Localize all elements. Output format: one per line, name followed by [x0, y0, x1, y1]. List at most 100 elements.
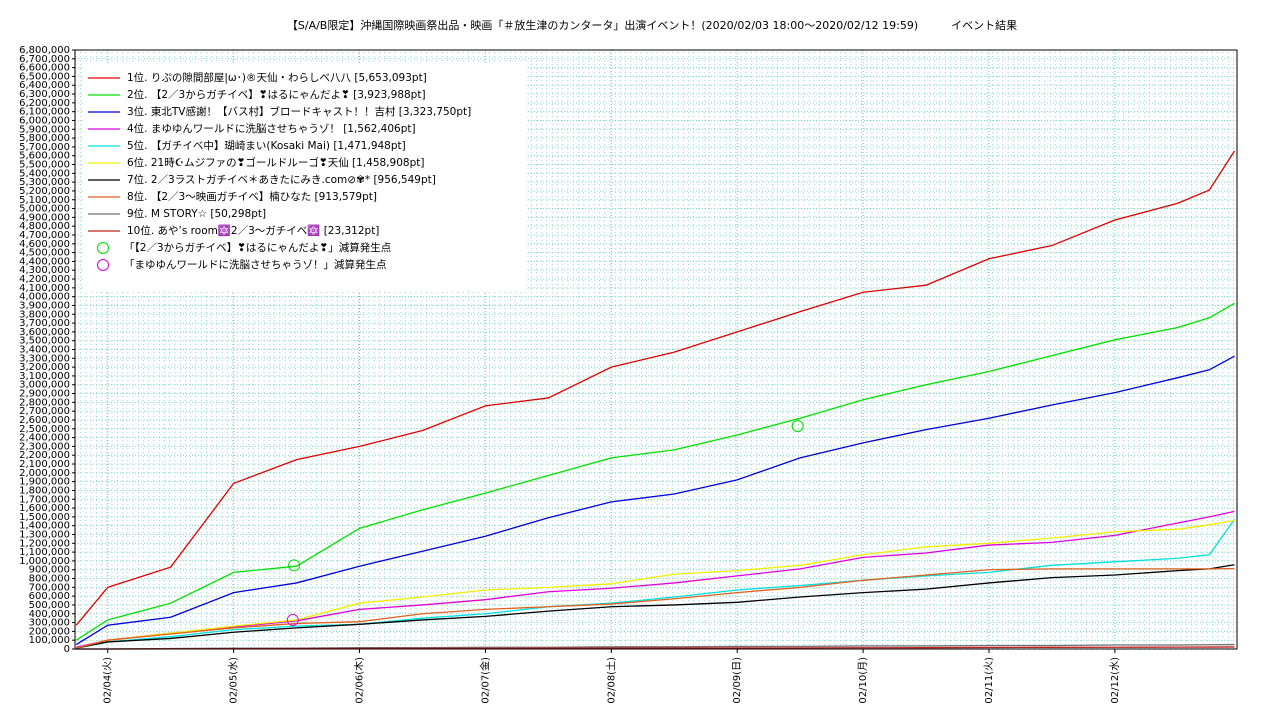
y-tick-label: 4,800,000 — [19, 221, 70, 232]
legend-label: 8位. 【2／3～映画ガチイベ】楠ひなた [913,579pt] — [127, 190, 377, 203]
legend-label: 3位. 東北TV感謝！【バス村】ブロードキャスト！！吉村 [3,323,750p… — [127, 105, 471, 118]
x-tick-label: 02/08(土) — [604, 657, 617, 704]
y-tick-label: 700,000 — [29, 582, 70, 593]
y-tick-label: 6,500,000 — [19, 71, 70, 82]
y-tick-label: 4,600,000 — [19, 239, 70, 250]
x-tick-label: 02/09(日) — [732, 657, 743, 704]
legend-label: 2位. 【2／3からガチイベ】❣はるにゃんだよ❣ [3,923,988pt] — [127, 88, 426, 101]
y-tick-label: 1,000,000 — [19, 556, 70, 567]
legend-box — [84, 64, 526, 292]
legend-swatch — [97, 259, 109, 271]
y-tick-label: 3,400,000 — [19, 345, 70, 356]
y-tick-label: 1,200,000 — [19, 538, 70, 549]
legend-label: 5位. 【ガチイベ中】瑚崎まい(Kosaki Mai) [1,471,948pt… — [127, 139, 406, 152]
y-tick-label: 3,300,000 — [19, 353, 70, 364]
series-line — [76, 510, 1235, 648]
y-tick-label: 100,000 — [29, 635, 70, 646]
series-line — [75, 355, 1235, 646]
y-tick-label: 600,000 — [29, 591, 70, 602]
x-tick-label: 02/04(火) — [102, 657, 114, 704]
y-tick-label: 800,000 — [29, 574, 70, 585]
y-tick-label: 900,000 — [29, 565, 70, 576]
legend-label: 6位. 21時☪ムジファの❣ゴールドルーゴ❣天仙 [1,458,908pt] — [127, 156, 424, 169]
y-tick-label: 5,400,000 — [19, 168, 70, 179]
y-tick-label: 5,300,000 — [19, 177, 70, 188]
y-tick-label: 2,200,000 — [19, 450, 70, 461]
y-tick-label: 3,200,000 — [19, 362, 70, 373]
x-tick-label: 02/10(月) — [857, 657, 869, 704]
y-tick-label: 5,600,000 — [19, 151, 70, 162]
y-tick-label: 4,700,000 — [19, 230, 70, 241]
marker-point — [286, 613, 299, 626]
y-tick-label: 1,100,000 — [19, 547, 70, 558]
y-tick-label: 6,400,000 — [19, 80, 70, 91]
x-tick-label: 02/05(水) — [228, 657, 240, 704]
y-tick-label: 4,900,000 — [19, 212, 70, 223]
y-tick-label: 3,900,000 — [19, 300, 70, 311]
y-tick-label: 1,400,000 — [19, 521, 70, 532]
y-tick-label: 1,600,000 — [19, 503, 70, 514]
series-line — [76, 567, 1235, 649]
y-tick-label: 2,900,000 — [19, 389, 70, 400]
y-tick-label: 6,100,000 — [19, 107, 70, 118]
y-tick-label: 2,300,000 — [19, 441, 70, 452]
legend-label: 7位. 2／3ラストガチイベ＊あきたにみき.com⊘✾* [956,549pt] — [127, 173, 436, 186]
y-tick-label: 400,000 — [29, 609, 70, 620]
legend-label: 10位. あや’s room🔯2／3～ガチイベ🔯 [23,312pt] — [127, 224, 379, 237]
y-tick-label: 5,000,000 — [19, 204, 70, 215]
y-tick-label: 4,500,000 — [19, 248, 70, 259]
y-tick-label: 2,700,000 — [19, 406, 70, 417]
y-tick-label: 4,300,000 — [19, 265, 70, 276]
legend-label: 1位. りぷの隙間部屋|ω･)®天仙・わらしべ八八 [5,653,093pt] — [127, 71, 427, 84]
y-tick-label: 6,600,000 — [19, 63, 70, 74]
y-tick-label: 6,200,000 — [19, 98, 70, 109]
y-tick-label: 6,000,000 — [19, 115, 70, 126]
y-tick-label: 2,600,000 — [19, 415, 70, 426]
y-tick-label: 6,800,000 — [19, 45, 70, 56]
series-line — [76, 518, 1236, 649]
y-tick-label: 3,700,000 — [19, 318, 70, 329]
legend-label: 「【2／3からガチイベ】❣はるにゃんだよ❣」減算発生点 — [124, 241, 391, 254]
x-tick-label: 02/11(火) — [983, 657, 995, 704]
y-tick-label: 5,200,000 — [19, 186, 70, 197]
y-tick-label: 5,700,000 — [19, 142, 70, 153]
y-tick-label: 4,100,000 — [19, 283, 70, 294]
y-tick-label: 6,300,000 — [19, 89, 70, 100]
y-tick-label: 200,000 — [29, 626, 70, 637]
y-tick-label: 2,500,000 — [19, 424, 70, 435]
y-tick-label: 2,100,000 — [19, 459, 70, 470]
y-tick-label: 3,500,000 — [19, 336, 70, 347]
series-line — [76, 519, 1235, 649]
y-tick-label: 1,800,000 — [19, 485, 70, 496]
chart-title: 【S/A/B限定】沖縄国際映画祭出品・映画「＃放生津のカンタータ」出演イベント！… — [287, 18, 1017, 32]
y-tick-label: 2,800,000 — [19, 397, 70, 408]
legend-swatch — [97, 242, 109, 254]
x-tick-label: 02/06(木) — [354, 657, 366, 704]
y-tick-label: 5,800,000 — [19, 133, 70, 144]
marker-point — [288, 559, 301, 572]
y-tick-label: 1,300,000 — [19, 529, 70, 540]
y-tick-label: 3,600,000 — [19, 327, 70, 338]
y-tick-label: 2,000,000 — [19, 468, 70, 479]
y-tick-label: 1,700,000 — [19, 494, 70, 505]
y-tick-label: 1,900,000 — [19, 477, 70, 488]
y-tick-label: 3,800,000 — [19, 309, 70, 320]
y-tick-label: 5,900,000 — [19, 124, 70, 135]
series-line — [75, 150, 1236, 626]
y-tick-label: 5,100,000 — [19, 195, 70, 206]
legend-label: 「まゆゆんワールドに洗脳させちゃうゾ！」減算発生点 — [124, 258, 387, 271]
y-tick-label: 6,700,000 — [19, 54, 70, 65]
y-tick-label: 4,400,000 — [19, 256, 70, 267]
legend-label: 4位. まゆゆんワールドに洗脳させちゃうゾ！ [1,562,406pt] — [127, 122, 416, 135]
plot-frame — [74, 49, 1238, 650]
y-tick-label: 5,500,000 — [19, 160, 70, 171]
y-tick-label: 3,000,000 — [19, 380, 70, 391]
x-tick-label: 02/07(金) — [478, 657, 491, 704]
y-tick-label: 4,000,000 — [19, 292, 70, 303]
y-tick-label: 2,400,000 — [19, 433, 70, 444]
y-tick-label: 0 — [64, 644, 70, 655]
legend-label: 9位. M STORY☆ [50,298pt] — [127, 207, 266, 220]
y-tick-label: 500,000 — [29, 600, 70, 611]
y-tick-label: 300,000 — [29, 618, 70, 629]
